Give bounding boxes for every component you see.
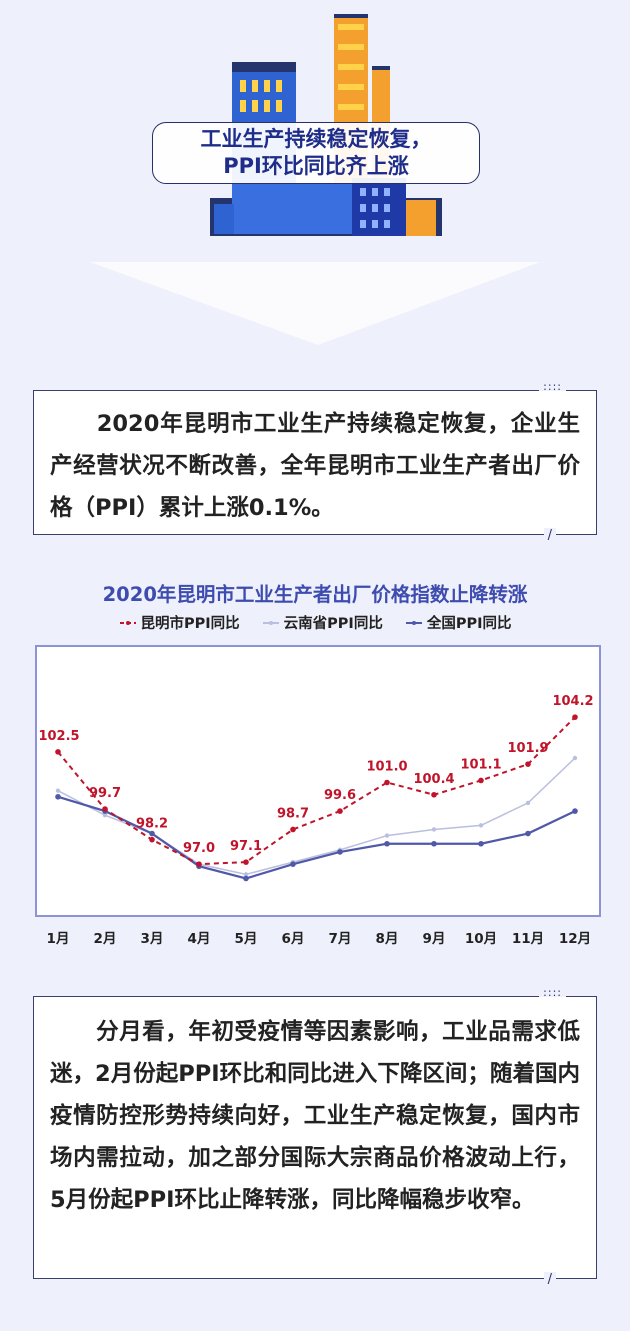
data-point-national xyxy=(478,840,484,847)
data-point-national xyxy=(572,808,578,814)
legend-label-yunnan: 云南省PPI同比 xyxy=(283,616,383,632)
data-point-kunming xyxy=(290,826,296,833)
dots-decoration: :::: xyxy=(539,381,566,392)
data-point-kunming xyxy=(102,806,108,812)
data-point-kunming xyxy=(337,808,343,814)
data-label: 102.5 xyxy=(38,729,79,744)
data-label: 97.1 xyxy=(230,839,262,854)
data-label: 97.0 xyxy=(183,841,215,856)
data-point-yunnan xyxy=(478,823,484,828)
data-point-national xyxy=(55,793,61,800)
intro-paragraph: 2020年昆明市工业生产持续稳定恢复，企业生产经营状况不断改善，全年昆明市工业生… xyxy=(50,411,580,521)
summary-text-box: :::: 分月看，年初受疫情等因素影响，工业品需求低迷，2月份起PPI环比和同比… xyxy=(33,987,597,1288)
data-point-kunming xyxy=(384,779,390,786)
data-label: 100.4 xyxy=(413,772,454,787)
data-point-yunnan xyxy=(55,788,61,793)
data-point-national xyxy=(525,830,531,837)
x-tick-label: 3月 xyxy=(141,931,164,947)
legend-swatch-national xyxy=(405,620,422,625)
x-tick-label: 11月 xyxy=(512,931,544,947)
x-tick-label: 8月 xyxy=(376,931,399,947)
ppi-line-chart: 102.5 99.7 98.2 97.0 97.1 98.7 99.6 101.0 100.4 1… xyxy=(38,694,593,947)
data-point-yunnan xyxy=(384,833,390,838)
data-point-yunnan xyxy=(431,827,437,832)
x-tick-label: 10月 xyxy=(465,931,497,947)
x-tick-label: 5月 xyxy=(235,931,258,947)
legend-item-kunming: 昆明市PPI同比 xyxy=(119,612,240,633)
data-label: 99.7 xyxy=(89,786,121,801)
series-line-national xyxy=(57,795,576,880)
data-point-yunnan xyxy=(525,800,531,806)
data-label: 104.2 xyxy=(552,694,593,709)
data-label: 99.6 xyxy=(324,788,356,803)
headline-line-2: PPI环比同比齐上涨 xyxy=(223,154,409,178)
data-label: 101.1 xyxy=(460,757,501,772)
x-tick-label: 6月 xyxy=(282,931,305,947)
data-point-kunming xyxy=(196,861,202,867)
data-label: 101.9 xyxy=(507,741,548,756)
dots-decoration: :::: xyxy=(539,987,566,998)
chart-legend: 昆明市PPI同比 云南省PPI同比 全国PPI同比 xyxy=(0,612,630,633)
legend-label-national: 全国PPI同比 xyxy=(426,616,512,632)
data-point-kunming xyxy=(572,714,578,720)
hero-illustration: 工业生产持续稳定恢复， PPI环比同比齐上涨 xyxy=(0,0,630,360)
series-line-kunming xyxy=(57,716,576,866)
legend-label-kunming: 昆明市PPI同比 xyxy=(140,616,240,632)
legend-item-national: 全国PPI同比 xyxy=(405,612,512,633)
data-point-national xyxy=(243,875,249,882)
data-point-kunming xyxy=(243,859,249,865)
x-tick-label: 1月 xyxy=(47,931,70,947)
data-point-national xyxy=(431,840,437,847)
legend-swatch-kunming xyxy=(119,620,136,625)
legend-swatch-yunnan xyxy=(262,620,279,625)
data-point-kunming xyxy=(149,836,155,843)
data-point-national xyxy=(149,830,155,837)
x-tick-label: 7月 xyxy=(329,931,352,947)
chart-title: 2020年昆明市工业生产者出厂价格指数止降转涨 xyxy=(102,583,528,606)
x-tick-label: 12月 xyxy=(559,931,591,947)
headline-line-1: 工业生产持续稳定恢复， xyxy=(200,127,432,151)
data-label: 98.7 xyxy=(277,806,309,821)
data-point-kunming xyxy=(525,761,531,767)
slash-decoration: / xyxy=(543,528,556,544)
data-point-kunming xyxy=(55,749,61,755)
x-tick-label: 2月 xyxy=(94,931,117,947)
data-point-yunnan xyxy=(102,812,108,818)
slash-decoration: / xyxy=(543,1272,556,1288)
intro-text-box: :::: 2020年昆明市工业生产持续稳定恢复，企业生产经营状况不断改善，全年昆… xyxy=(33,381,597,544)
data-label: 101.0 xyxy=(366,760,407,775)
legend-item-yunnan: 云南省PPI同比 xyxy=(262,612,383,633)
headline-banner: 工业生产持续稳定恢复， PPI环比同比齐上涨 xyxy=(152,122,480,184)
data-point-national xyxy=(337,849,343,855)
x-tick-label: 4月 xyxy=(188,931,211,947)
x-tick-label: 9月 xyxy=(423,931,446,947)
chart-frame xyxy=(35,645,601,917)
data-point-national xyxy=(290,861,296,867)
data-point-yunnan xyxy=(243,872,249,877)
data-point-national xyxy=(384,840,390,847)
summary-paragraph: 分月看，年初受疫情等因素影响，工业品需求低迷，2月份起PPI环比和同比进入下降区… xyxy=(50,1019,580,1213)
data-label: 98.2 xyxy=(136,817,168,832)
data-point-kunming xyxy=(478,777,484,784)
data-point-kunming xyxy=(431,791,437,798)
data-point-yunnan xyxy=(572,755,578,761)
